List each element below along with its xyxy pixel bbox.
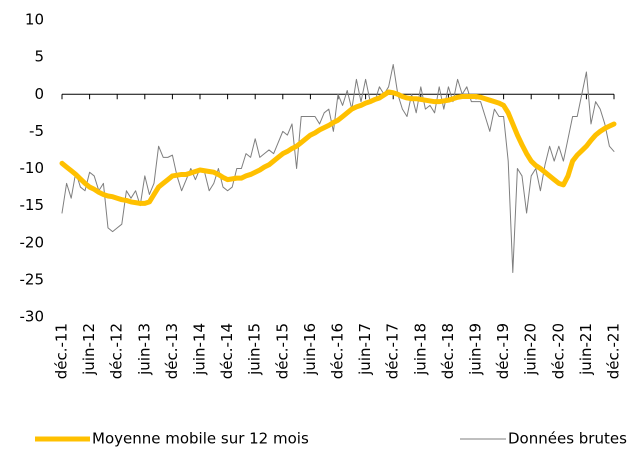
x-tick-label: déc.-17 xyxy=(384,323,402,379)
x-tick-label: juin-15 xyxy=(246,323,264,376)
x-tick-label: juin-14 xyxy=(191,323,209,376)
x-tick-label: déc.-15 xyxy=(273,323,291,379)
y-tick-label: -10 xyxy=(20,159,45,177)
x-tick-label: juin-16 xyxy=(301,323,319,376)
y-tick-label: -25 xyxy=(20,270,45,288)
x-tick-label: déc.-21 xyxy=(605,323,623,379)
x-tick-label: déc.-19 xyxy=(494,323,512,379)
x-tick-label: juin-17 xyxy=(356,323,374,376)
y-tick-label: 5 xyxy=(34,48,44,66)
legend-label: Moyenne mobile sur 12 mois xyxy=(92,430,309,448)
series-line xyxy=(59,89,617,206)
x-tick-label: juin-19 xyxy=(467,323,485,376)
y-tick-label: -5 xyxy=(29,122,44,140)
legend-label: Données brutes xyxy=(508,430,627,448)
x-tick-label: déc.-12 xyxy=(108,323,126,379)
x-tick-label: juin-13 xyxy=(135,323,153,376)
x-tick-label: déc.-11 xyxy=(53,323,71,379)
y-tick-label: -30 xyxy=(20,308,45,326)
x-tick-label: déc.-18 xyxy=(439,323,457,379)
series-line xyxy=(61,64,615,273)
x-tick-label: juin-21 xyxy=(577,323,595,376)
x-tick-label: déc.-16 xyxy=(329,323,347,379)
x-tick-label: déc.-14 xyxy=(218,323,236,379)
x-tick-label: juin-18 xyxy=(411,323,429,376)
y-tick-label: -20 xyxy=(20,233,45,251)
y-tick-label: -15 xyxy=(20,196,45,214)
y-tick-label: 10 xyxy=(25,11,44,29)
x-tick-label: juin-20 xyxy=(522,323,540,376)
y-tick-label: 0 xyxy=(34,85,44,103)
x-tick-label: déc.-20 xyxy=(549,323,567,379)
x-tick-label: déc.-13 xyxy=(163,323,181,379)
x-tick-label: juin-12 xyxy=(80,323,98,376)
